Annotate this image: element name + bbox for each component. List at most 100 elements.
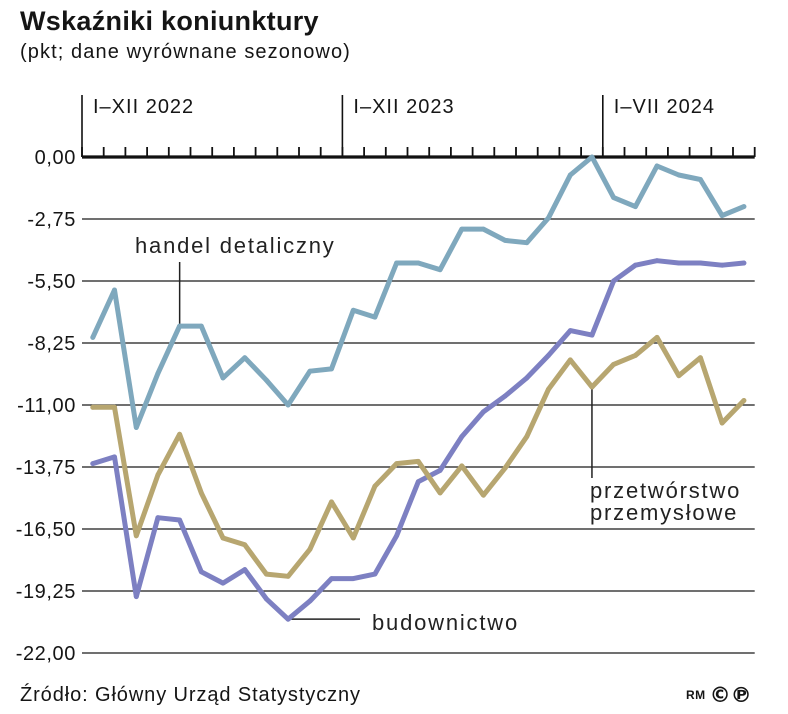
chart-title: Wskaźniki koniunktury — [20, 6, 319, 36]
data-point — [90, 461, 96, 466]
data-point — [220, 535, 226, 541]
data-point — [698, 355, 703, 361]
data-point — [567, 172, 573, 178]
data-point — [264, 377, 269, 383]
data-point — [307, 368, 313, 374]
data-point — [372, 483, 378, 489]
source-note: Źródło: Główny Urząd Statystyczny — [20, 684, 361, 706]
data-point — [133, 533, 139, 539]
y-tick-label: 0,00 — [35, 147, 76, 169]
data-point — [394, 533, 399, 539]
data-point — [112, 287, 117, 293]
data-point — [415, 459, 421, 464]
data-point — [372, 571, 378, 577]
y-tick-label: -8,25 — [27, 333, 76, 355]
y-tick-label: -16,50 — [16, 519, 76, 541]
y-tick-label: -11,00 — [17, 395, 76, 417]
y-tick-label: -19,25 — [16, 581, 76, 603]
data-point — [415, 260, 421, 266]
data-point — [676, 172, 682, 178]
data-point — [112, 404, 117, 410]
y-tick-label: -2,75 — [27, 209, 76, 231]
data-point — [133, 594, 139, 599]
series-line-budownictwo — [90, 258, 747, 622]
data-point — [611, 362, 616, 367]
data-point — [133, 425, 139, 430]
data-point — [198, 490, 204, 496]
data-point — [481, 226, 486, 232]
data-point — [741, 398, 747, 403]
y-tick-label: -13,75 — [16, 457, 76, 479]
data-point — [198, 569, 204, 575]
data-point — [459, 226, 465, 232]
data-point — [220, 375, 226, 381]
data-point — [611, 195, 616, 201]
data-point — [567, 357, 573, 363]
period-label: I–VII 2024 — [614, 96, 715, 118]
data-point — [264, 571, 269, 577]
data-point — [177, 431, 183, 437]
data-point — [611, 278, 616, 284]
data-point — [524, 240, 530, 246]
data-point — [633, 262, 638, 268]
data-point — [459, 463, 465, 469]
data-point — [719, 420, 725, 426]
data-point — [633, 204, 638, 210]
data-point — [155, 371, 161, 376]
data-point — [285, 616, 291, 622]
data-point — [719, 213, 725, 219]
data-point — [264, 596, 269, 602]
data-point — [285, 573, 291, 579]
data-point — [90, 404, 96, 410]
period-label: I–XII 2022 — [93, 96, 194, 118]
data-point — [394, 461, 399, 466]
data-point — [307, 598, 313, 604]
data-point — [676, 373, 682, 379]
y-tick-label: -5,50 — [27, 271, 76, 293]
data-point — [546, 386, 551, 392]
data-point — [481, 492, 486, 498]
period-label: I–XII 2023 — [353, 96, 454, 118]
data-point — [329, 499, 334, 505]
data-point — [350, 307, 356, 313]
data-point — [372, 314, 378, 320]
data-point — [350, 535, 356, 541]
copyright-phonogram-icon: ©℗ — [709, 683, 752, 707]
data-point — [546, 353, 551, 358]
data-point — [459, 434, 465, 439]
data-point — [155, 515, 161, 521]
series-label-przetworstwo-przemyslowe: przetwórstwo przemysłowe — [590, 478, 742, 525]
data-point — [698, 177, 703, 182]
data-point — [589, 384, 595, 390]
data-point — [415, 479, 421, 485]
data-point — [112, 454, 117, 460]
data-point — [524, 375, 530, 381]
data-point — [329, 576, 334, 581]
publisher-logo: RM ©℗ — [686, 682, 752, 708]
data-point — [676, 260, 682, 266]
data-point — [242, 542, 248, 548]
data-point — [437, 267, 443, 273]
series-line-handel-detaliczny — [90, 154, 747, 430]
chart-subtitle: (pkt; dane wyrównane sezonowo) — [20, 41, 351, 63]
data-point — [719, 262, 725, 268]
logo-text: RM — [686, 688, 706, 702]
data-point — [741, 260, 747, 266]
data-point — [589, 154, 595, 160]
data-point — [155, 472, 161, 478]
data-point — [589, 332, 595, 338]
data-point — [481, 409, 486, 415]
series-label-budownictwo: budownictwo — [372, 610, 519, 635]
data-point — [242, 567, 248, 572]
data-point — [220, 580, 226, 586]
data-point — [394, 260, 399, 266]
data-point — [177, 323, 183, 329]
data-point — [633, 353, 638, 358]
data-point — [198, 323, 204, 329]
data-point — [350, 576, 356, 581]
data-point — [654, 335, 660, 340]
data-point — [698, 260, 703, 266]
data-point — [654, 258, 660, 264]
